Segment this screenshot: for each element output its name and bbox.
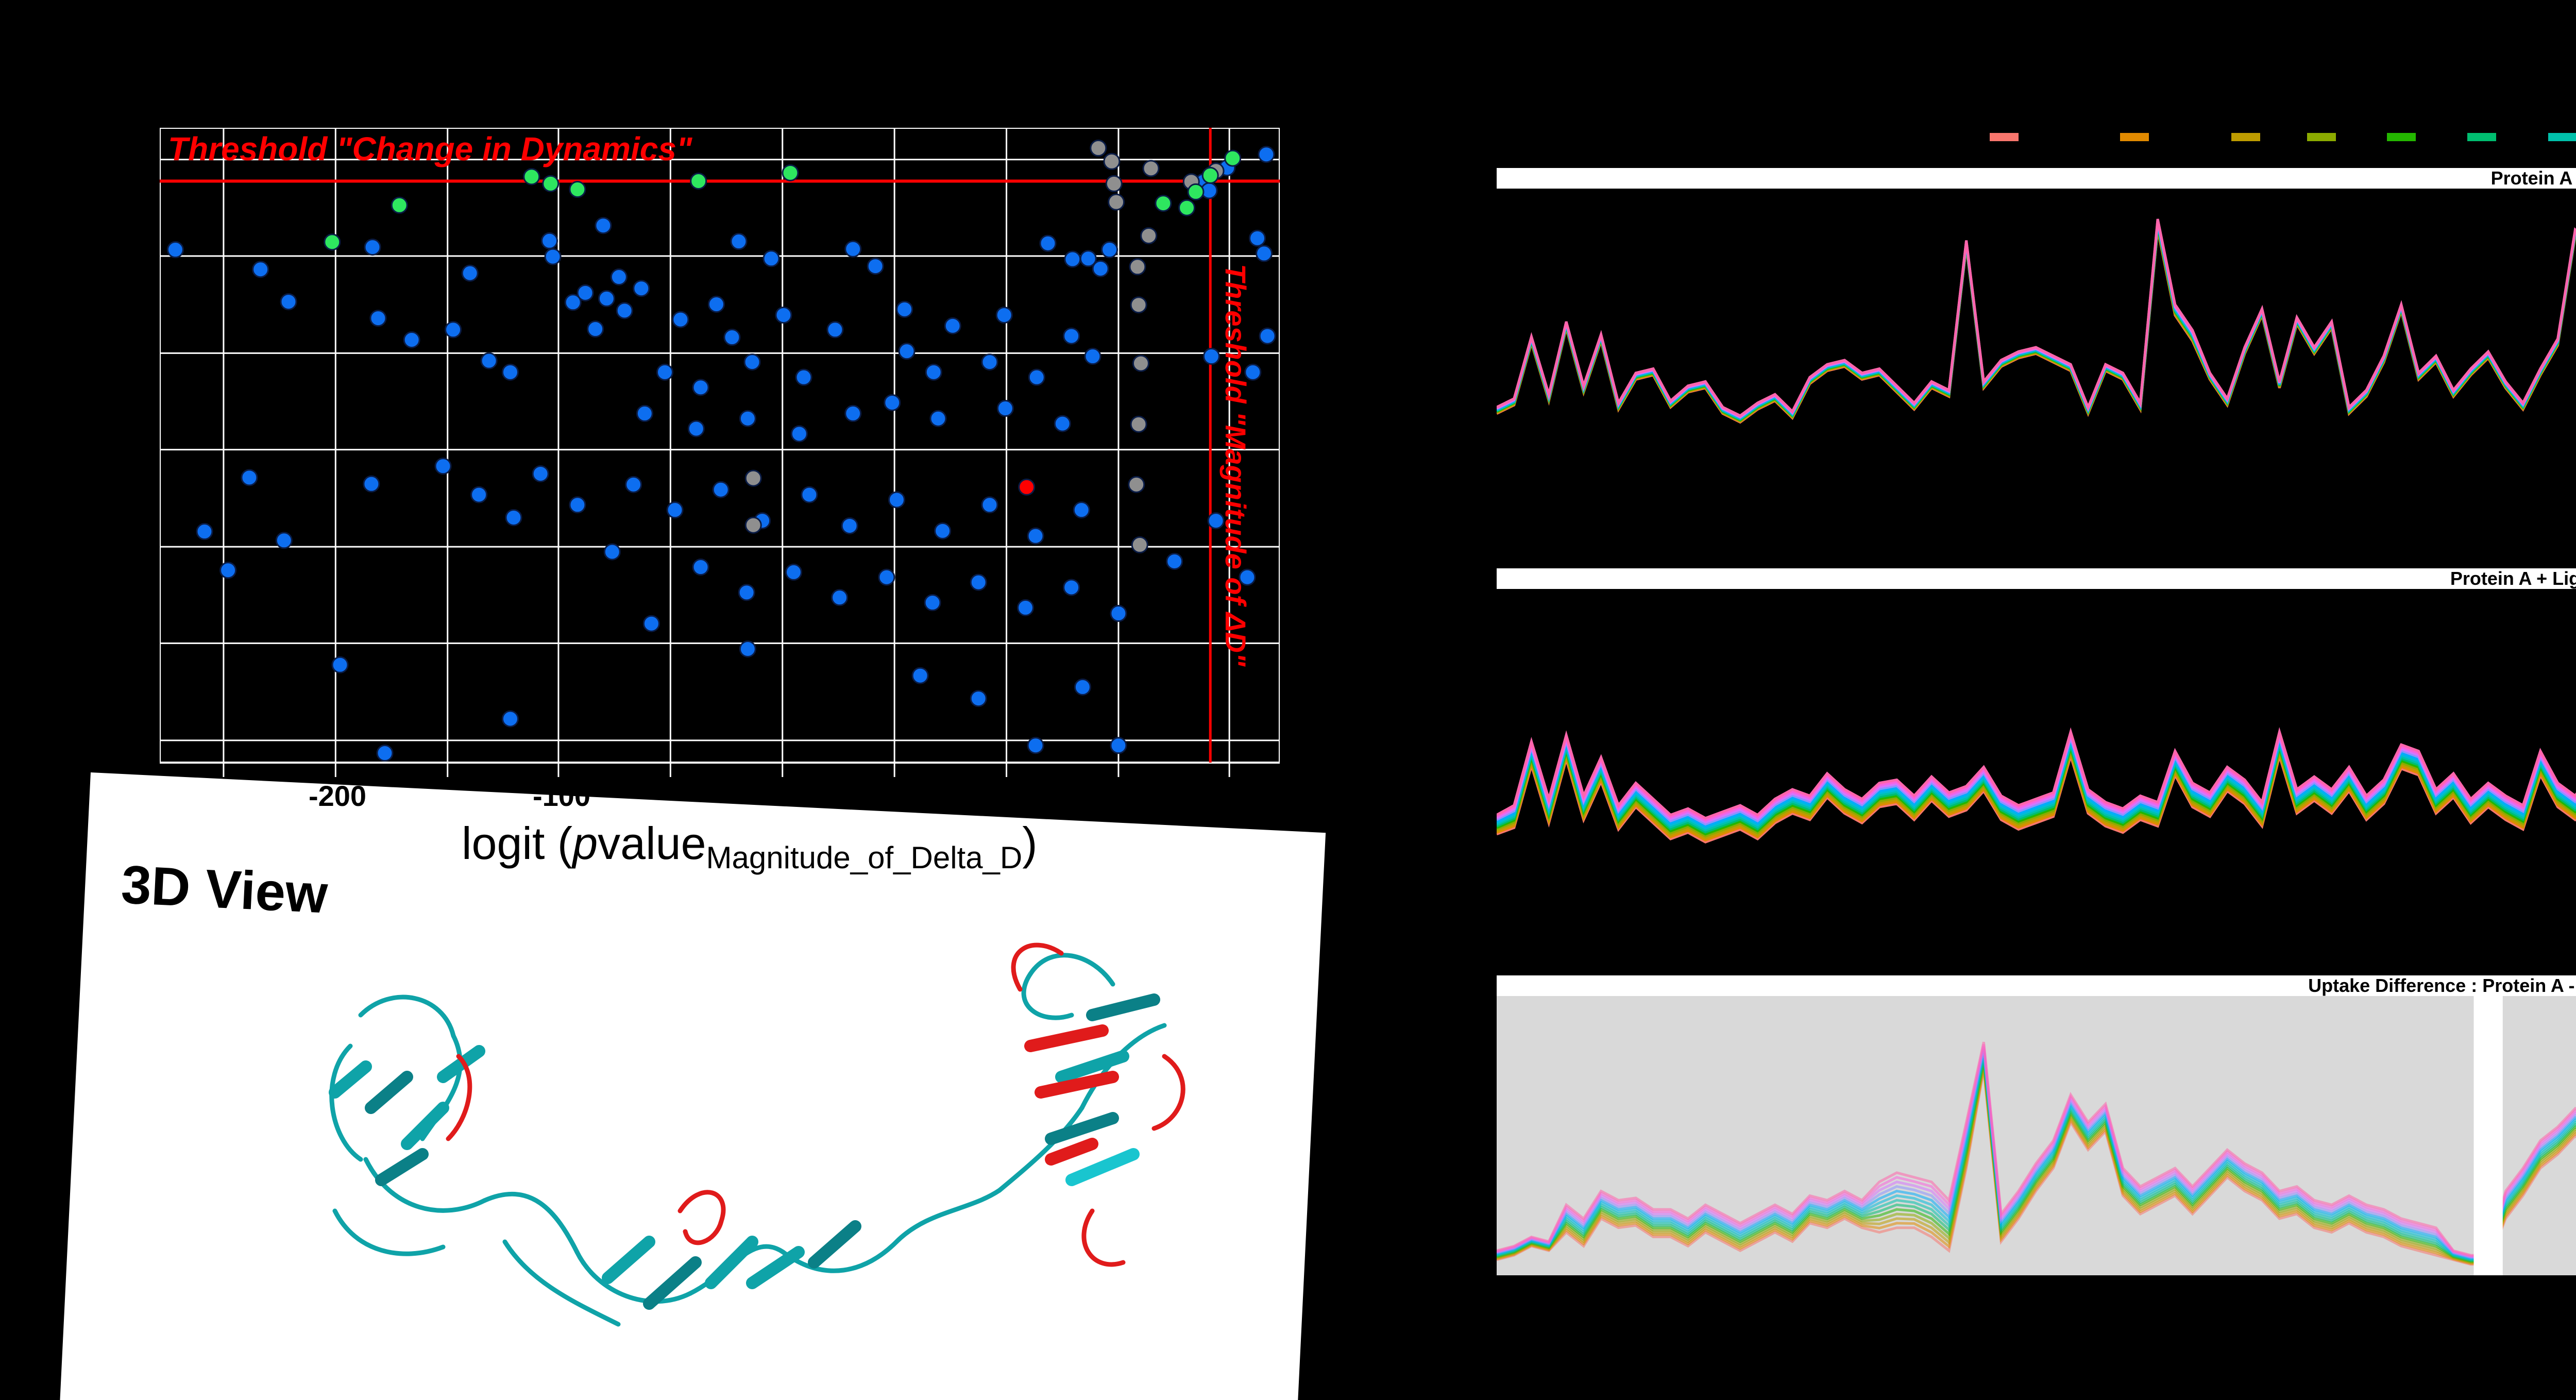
timepoint-legend (1497, 130, 2576, 145)
legend-swatch-series-1[interactable] (1990, 133, 2019, 141)
series-line-7 (1497, 224, 2576, 420)
threshold-magnitude-dd-label: Threshold "Magnitude of ΔD" (1219, 264, 1252, 667)
series-line-2 (1497, 228, 2576, 424)
scatter-points-red (1018, 478, 1036, 496)
3d-view-title: 3D View (120, 854, 329, 925)
scatter-points-green (324, 149, 1242, 251)
series-line-1 (1497, 229, 2576, 424)
legend-swatch-series-7[interactable] (2548, 133, 2576, 141)
scatter-grid (160, 128, 1280, 777)
banner-protein-a-ligand-title: Protein A + Ligand (2450, 568, 2576, 589)
banner-protein-a-title: Protein A (2490, 167, 2573, 189)
scatter-points-blue (166, 146, 1276, 762)
protein-ribbon-3d[interactable] (289, 922, 1190, 1400)
legend-swatch-series-6[interactable] (2467, 133, 2496, 141)
series-line-13 (1497, 218, 2576, 417)
x-tick-minus-200: -200 (308, 780, 367, 812)
x-tick-minus-100: -100 (532, 780, 591, 812)
protein-a-ligand-uptake-chart[interactable] (1497, 592, 2576, 859)
protein-red-highlights (446, 942, 1185, 1267)
series-line-9 (1497, 222, 2576, 419)
volcano-scatter-plot[interactable] (160, 128, 1280, 778)
threshold-change-in-dynamics-label: Threshold "Change in Dynamics" (168, 130, 692, 167)
series-line-4 (1497, 227, 2576, 423)
chart-series-lines (1497, 218, 2576, 424)
legend-swatch-series-3[interactable] (2231, 133, 2260, 141)
scatter-x-axis-title: logit (pvalueMagnitude_of_Delta_D) (462, 818, 1038, 875)
chart-gap-masks (2473, 996, 2503, 1275)
protein-beta-strands (329, 993, 1160, 1310)
series-line-10 (1497, 221, 2576, 419)
series-line-6 (1497, 225, 2576, 421)
chart-series-lines (1497, 727, 2576, 844)
series-line-8 (1497, 223, 2576, 420)
banner-protein-a-ligand: Protein A + Ligand (1497, 568, 2576, 589)
protein-a-uptake-chart[interactable] (1497, 192, 2576, 449)
series-line-5 (1497, 226, 2576, 422)
scatter-plot-area (160, 128, 1280, 764)
threshold-lines (160, 128, 1280, 763)
banner-uptake-difference: Uptake Difference : Protein A - (Protein… (1497, 975, 2576, 996)
legend-swatch-series-4[interactable] (2307, 133, 2336, 141)
chart-series-lines (1497, 1041, 2576, 1266)
banner-uptake-difference-title: Uptake Difference : Protein A - (Protein… (2308, 975, 2576, 996)
series-line-3 (1497, 227, 2576, 423)
legend-swatch-series-5[interactable] (2387, 133, 2416, 141)
banner-protein-a: Protein A (1497, 167, 2576, 189)
series-line-13 (1497, 1041, 2576, 1257)
uptake-difference-chart[interactable] (1497, 996, 2576, 1275)
series-line-13 (1497, 727, 2576, 820)
protein-teal-loops (329, 953, 1167, 1327)
legend-swatch-series-2[interactable] (2120, 133, 2149, 141)
